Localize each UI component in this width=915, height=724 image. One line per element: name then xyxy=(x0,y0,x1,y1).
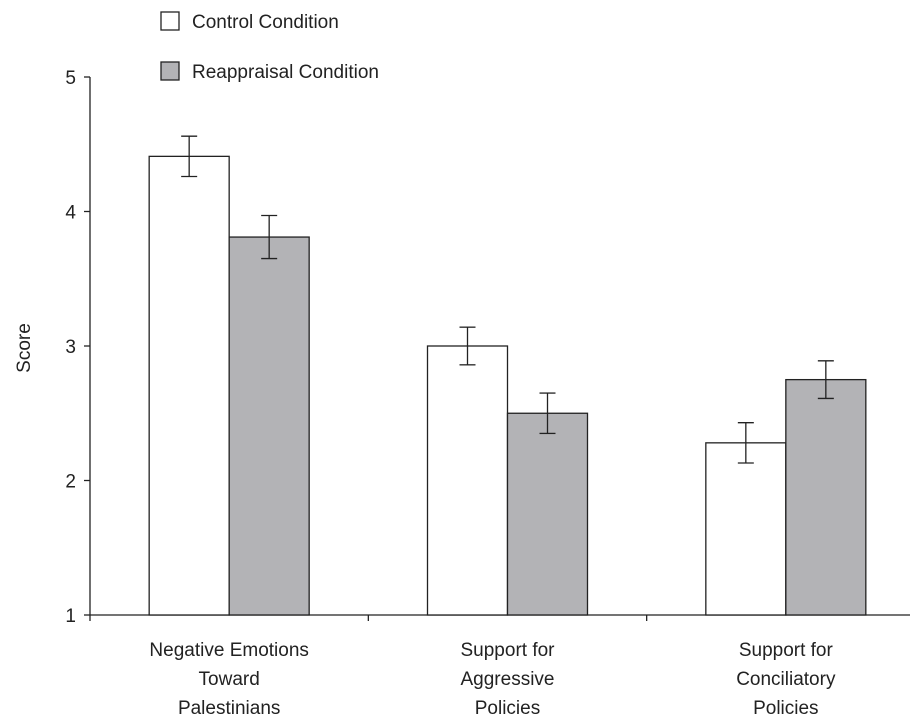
y-tick-label: 5 xyxy=(65,68,76,89)
bar-reappraisal xyxy=(506,412,589,616)
bar-control xyxy=(426,345,509,616)
y-tick-label: 1 xyxy=(65,606,76,627)
category-label: Support for Conciliatory Policies xyxy=(736,640,836,719)
legend-label-control: Control Condition xyxy=(192,12,339,33)
y-tick-label: 2 xyxy=(65,472,76,493)
y-tick-label: 4 xyxy=(65,203,76,224)
category-label: Negative Emotions Toward Palestinians xyxy=(149,640,308,719)
bar-control xyxy=(705,442,787,616)
bar-reappraisal xyxy=(228,236,310,616)
category-labels: Negative Emotions Toward Palestinians Suppo… xyxy=(149,640,836,719)
bar-control xyxy=(148,155,230,616)
legend-label-reappraisal: Reappraisal Condition xyxy=(192,62,379,83)
bar-reappraisal xyxy=(785,378,867,616)
bars xyxy=(148,155,867,616)
y-axis-label: Score xyxy=(14,323,35,373)
y-ticks: 1 2 3 4 5 xyxy=(65,68,90,627)
legend: Control Condition Reappraisal Condition xyxy=(160,11,379,83)
category-label: Support for Aggressive Policies xyxy=(461,640,556,719)
legend-swatch-control xyxy=(160,11,180,31)
y-tick-label: 3 xyxy=(65,337,76,358)
error-bars xyxy=(181,135,834,464)
x-ticks xyxy=(89,615,648,621)
legend-swatch-reappraisal xyxy=(160,61,180,81)
